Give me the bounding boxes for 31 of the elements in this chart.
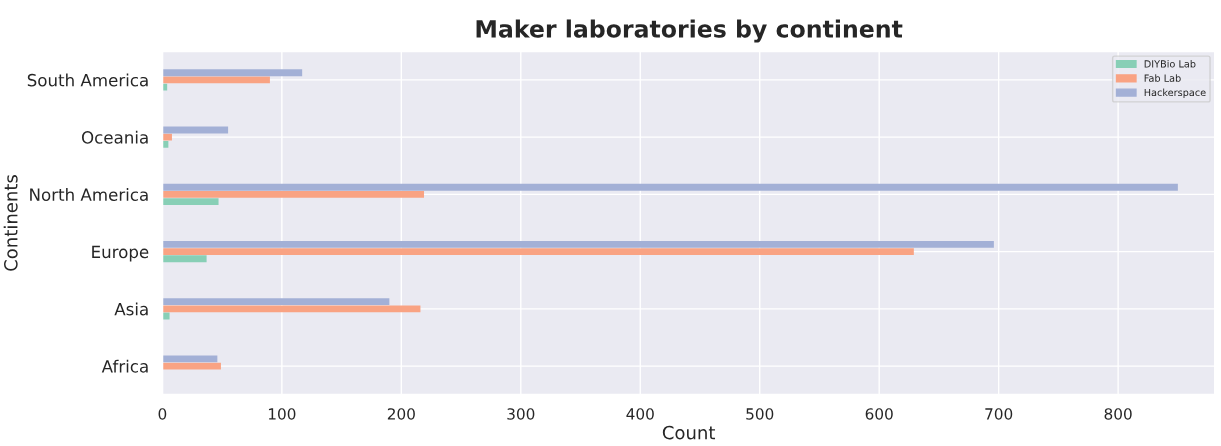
bar (162, 69, 303, 77)
bar (162, 198, 219, 205)
y-tick-label: North America (30, 188, 148, 201)
x-tick-label: 100 (268, 408, 296, 420)
bar (162, 255, 207, 263)
x-tick-label: 500 (746, 408, 774, 420)
bar (162, 190, 425, 198)
x-axis-title: Count (662, 425, 716, 440)
x-tick-label: 400 (626, 408, 654, 420)
bar (162, 133, 172, 141)
legend-label: Hackerspace (1144, 88, 1206, 98)
x-tick-label: 200 (387, 408, 415, 420)
y-tick-label: Asia (114, 302, 148, 316)
x-tick-label: 800 (1104, 408, 1132, 420)
bar (162, 183, 1178, 191)
legend-label: Fab Lab (1144, 74, 1181, 82)
y-tick-label: Oceania (81, 130, 148, 144)
x-tick-label: 600 (865, 408, 893, 420)
x-tick-label: 300 (507, 408, 535, 420)
x-tick-label: 0 (158, 408, 167, 420)
bar (162, 305, 421, 313)
y-tick-label: South America (27, 73, 148, 87)
legend-label: DIYBio Lab (1144, 60, 1196, 68)
bar (162, 241, 994, 248)
y-axis-title: Continents (3, 175, 18, 271)
y-tick-label: Europe (92, 245, 149, 262)
bar (162, 298, 390, 306)
y-tick-label: Africa (101, 359, 148, 373)
x-tick-label: 700 (985, 408, 1013, 420)
chart-title: Maker laboratories by continent (476, 19, 903, 43)
bar (162, 248, 914, 256)
